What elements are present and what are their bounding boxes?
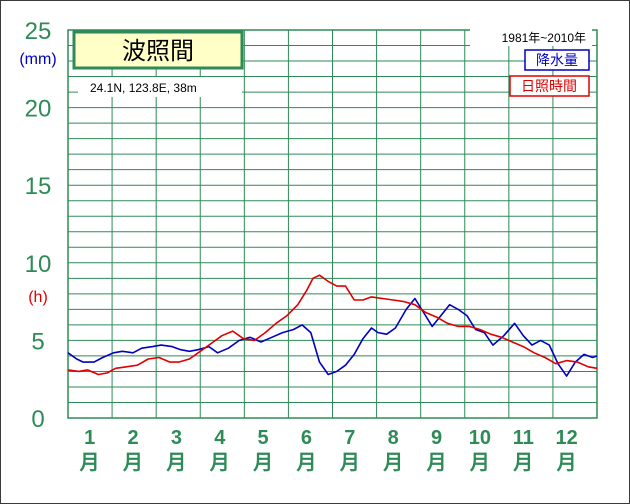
period-label: 1981年~2010年 [502,31,586,45]
legend-sun-label: 日照時間 [521,78,577,94]
x-tick-suffix: 月 [165,452,186,474]
x-tick-label: 6 [301,427,312,449]
y-tick-labels: 0 5 10 15 20 25 [25,18,52,433]
x-tick-label: 9 [431,427,442,449]
x-tick-suffix: 月 [556,452,577,474]
x-tick-suffix: 月 [209,452,230,474]
precip-unit-label: (mm) [19,51,56,68]
x-tick-suffix: 月 [512,452,533,474]
y-tick-label: 10 [25,251,52,278]
x-tick-suffix: 月 [122,452,143,474]
x-tick-suffix: 月 [252,452,273,474]
x-tick-label: 10 [469,427,491,449]
legend-precip [524,49,590,71]
period-box [470,29,592,46]
y-tick-label: 0 [31,406,44,433]
sun-unit-label: (h) [28,289,48,306]
x-tick-label: 7 [344,427,355,449]
chart-title: 波照間 [122,38,194,65]
x-tick-label: 5 [258,427,269,449]
x-tick-suffix: 月 [382,452,403,474]
x-tick-labels: 1 月 2 月 3 月 4 月 5 月 6 月 7 月 8 月 9 月 10 月 11 月 12 月 [79,427,578,474]
series-lines [67,274,598,377]
legend-sun [509,75,590,97]
x-tick-label: 1 [84,427,95,449]
station-info: 24.1N, 123.8E, 38m [90,81,197,95]
x-tick-suffix: 月 [295,452,316,474]
precip-line [67,297,598,377]
legend-precip-label: 降水量 [536,52,578,68]
x-tick-suffix: 月 [79,452,100,474]
x-tick-label: 2 [127,427,138,449]
y-tick-label: 5 [31,328,44,355]
title-box [72,30,244,70]
y-tick-label: 25 [25,18,52,45]
x-tick-label: 11 [513,427,534,449]
x-tick-suffix: 月 [469,452,490,474]
sunshine-line [67,274,598,376]
x-tick-suffix: 月 [339,452,360,474]
x-tick-suffix: 月 [426,452,447,474]
x-tick-label: 8 [388,427,399,449]
y-tick-label: 15 [25,173,52,200]
y-tick-label: 20 [25,96,52,123]
x-tick-label: 4 [214,427,226,449]
x-tick-label: 3 [171,427,182,449]
x-tick-label: 12 [556,427,578,449]
station-info-box [78,77,242,97]
